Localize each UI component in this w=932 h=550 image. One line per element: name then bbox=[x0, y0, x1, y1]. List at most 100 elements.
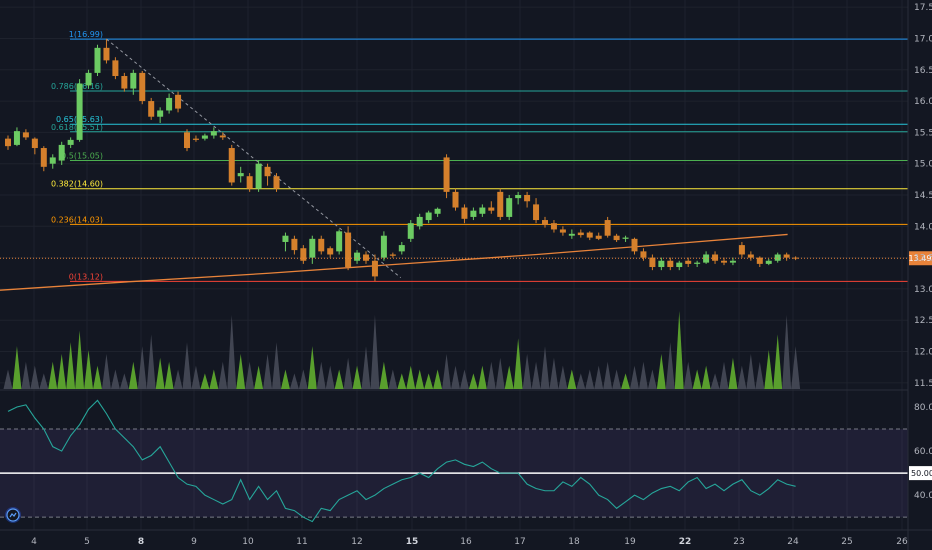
volume-bar bbox=[656, 353, 666, 389]
volume-bar bbox=[164, 361, 174, 389]
volume-bar bbox=[701, 365, 711, 389]
candle-body bbox=[470, 210, 477, 217]
candle-body bbox=[345, 232, 352, 268]
candle-body bbox=[184, 132, 190, 149]
candle bbox=[774, 252, 781, 263]
candle bbox=[694, 260, 701, 268]
volume-bar bbox=[674, 311, 684, 389]
candle bbox=[130, 69, 137, 95]
candle-body bbox=[85, 72, 92, 86]
candle-body bbox=[425, 212, 432, 221]
volume-bar bbox=[755, 361, 765, 389]
logo-icon[interactable] bbox=[5, 507, 21, 523]
candle bbox=[497, 188, 504, 221]
volume-bar bbox=[647, 369, 657, 389]
candle bbox=[550, 220, 557, 233]
candle bbox=[380, 231, 387, 261]
fib-level-label: 0(13.12) bbox=[69, 272, 103, 281]
price-axis-tick: 12.00 bbox=[914, 348, 932, 358]
candle-body bbox=[515, 195, 522, 199]
volume-bar bbox=[764, 350, 774, 389]
time-axis-tick: 5 bbox=[84, 537, 90, 547]
time-axis-tick: 16 bbox=[460, 537, 472, 547]
rsi-axis-tick: 60.00 bbox=[914, 447, 932, 457]
volume-bar bbox=[343, 357, 353, 389]
candle bbox=[470, 207, 477, 221]
volume-bar bbox=[128, 361, 138, 389]
volume-bar bbox=[218, 361, 228, 389]
candle-body bbox=[559, 229, 566, 233]
volume-bar bbox=[782, 314, 792, 389]
volume-bar bbox=[773, 334, 783, 389]
volume-bar bbox=[307, 346, 317, 389]
candle bbox=[568, 229, 575, 239]
candle bbox=[327, 246, 334, 258]
candle-body bbox=[363, 254, 369, 261]
price-axis-tick: 16.00 bbox=[914, 97, 932, 107]
candle-body bbox=[479, 207, 486, 214]
volume-bar bbox=[75, 330, 85, 389]
candle bbox=[363, 251, 369, 264]
volume-bar bbox=[549, 357, 559, 389]
volume-bar bbox=[486, 361, 496, 389]
candle-body bbox=[175, 94, 182, 109]
volume-bar bbox=[119, 373, 129, 389]
volume-bar bbox=[576, 373, 586, 389]
candle-body bbox=[371, 260, 378, 277]
candle bbox=[282, 232, 289, 252]
volume-bar bbox=[361, 346, 371, 389]
candle-body bbox=[264, 166, 271, 177]
candle bbox=[586, 231, 593, 241]
price-axis-tick: 17.00 bbox=[914, 34, 932, 44]
ma-polyline bbox=[0, 233, 788, 291]
candle-body bbox=[721, 260, 727, 263]
candle-body bbox=[76, 83, 83, 140]
volume-bar bbox=[325, 365, 335, 389]
candle-body bbox=[613, 235, 620, 241]
candle-body bbox=[201, 135, 208, 139]
volume-bar bbox=[101, 353, 111, 389]
time-axis-tick: 25 bbox=[841, 537, 852, 547]
volume-bar bbox=[451, 365, 460, 389]
time-axis-tick: 11 bbox=[296, 537, 307, 547]
rsi-line bbox=[7, 399, 796, 523]
volume-bar bbox=[477, 365, 487, 389]
candle bbox=[255, 160, 262, 192]
time-axis[interactable]: 4 5 8 9 10 11 12 15 16 17 18 19 22 23 24 25 26 bbox=[31, 537, 908, 547]
price-axis-tick: 11.50 bbox=[914, 379, 932, 389]
candle bbox=[649, 254, 656, 271]
candle bbox=[157, 107, 164, 123]
candle-body bbox=[318, 238, 325, 252]
candle bbox=[354, 250, 361, 264]
volume-bar bbox=[683, 361, 693, 389]
volume-bar bbox=[173, 369, 183, 389]
price-axis[interactable]: 17.50 17.00 16.50 16.00 15.50 15.00 14.50 14.00… bbox=[914, 3, 932, 389]
candle bbox=[201, 133, 208, 141]
candle-body bbox=[94, 47, 101, 73]
candle bbox=[443, 154, 450, 199]
candle bbox=[515, 191, 522, 205]
candlestick-series: 13.49 bbox=[0, 39, 932, 282]
price-axis-tick: 13.00 bbox=[914, 285, 932, 295]
volume-bar bbox=[66, 342, 76, 389]
volume-bar bbox=[585, 369, 595, 389]
candle bbox=[765, 258, 772, 266]
candle-body bbox=[139, 72, 146, 102]
time-axis-tick: 24 bbox=[787, 537, 799, 547]
candle bbox=[577, 229, 584, 238]
candle-body bbox=[103, 47, 110, 61]
candle bbox=[85, 69, 92, 89]
candle-body bbox=[488, 207, 495, 211]
volume-bar bbox=[424, 373, 434, 389]
candle bbox=[121, 72, 128, 92]
price-axis-tick: 16.50 bbox=[914, 66, 932, 76]
candle-body bbox=[49, 157, 56, 164]
candle-body bbox=[31, 138, 38, 149]
candle bbox=[300, 245, 307, 264]
volume-bar bbox=[30, 365, 40, 389]
candle-body bbox=[192, 138, 199, 140]
candle-body bbox=[228, 148, 235, 183]
rsi-pane[interactable]: 80.00 60.00 50.00 40.00 bbox=[0, 399, 932, 523]
moving-average-line bbox=[0, 233, 788, 291]
